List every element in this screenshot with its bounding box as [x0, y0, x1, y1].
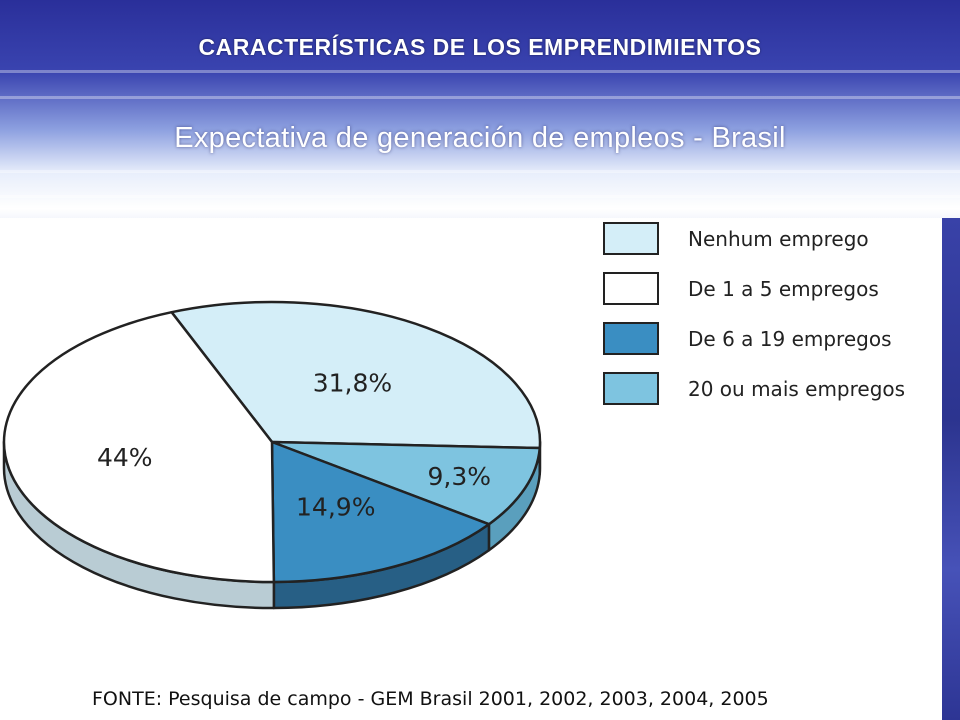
pie-slice: [270, 440, 491, 584]
legend-label: De 6 a 19 empregos: [688, 327, 892, 351]
pie-slice-label: 9,3%: [428, 462, 492, 491]
pie-chart: 31,8% 9,3% 14,9% 44%: [2, 300, 542, 610]
legend-item: De 1 a 5 empregos: [603, 272, 943, 308]
legend-label: Nenhum emprego: [688, 227, 869, 251]
pie-slice: [270, 440, 541, 526]
legend-item: Nenhum emprego: [603, 222, 943, 258]
pie-slice: [170, 300, 542, 450]
pie-slice-label: 44%: [97, 443, 153, 472]
chart-panel: 31,8% 9,3% 14,9% 44% Nenhum emprego De 1 a 5…: [0, 218, 942, 720]
legend-item: De 6 a 19 empregos: [603, 322, 943, 358]
slide-header: CARACTERÍSTICAS DE LOS EMPRENDIMIENTOS E…: [0, 0, 960, 218]
legend-swatch: [603, 222, 659, 255]
pie-slice-label: 31,8%: [313, 369, 392, 398]
header-streak: [0, 195, 960, 198]
pie-slice: [2, 310, 276, 584]
header-streak: [0, 170, 960, 173]
slide-title: CARACTERÍSTICAS DE LOS EMPRENDIMIENTOS: [198, 34, 762, 60]
pie-slices: [2, 300, 542, 584]
header-streak: [0, 96, 960, 99]
pie-slice-label: 14,9%: [296, 493, 375, 522]
legend-swatch: [603, 322, 659, 355]
slide-background-strip: [942, 218, 960, 720]
header-streak: [0, 70, 960, 73]
legend-swatch: [603, 272, 659, 305]
legend-swatch: [603, 372, 659, 405]
slide-subtitle: Expectativa de generación de empleos - B…: [174, 122, 786, 154]
legend-label: 20 ou mais empregos: [688, 377, 906, 401]
legend-label: De 1 a 5 empregos: [688, 277, 879, 301]
legend-item: 20 ou mais empregos: [603, 372, 943, 408]
chart-source-note: FONTE: Pesquisa de campo - GEM Brasil 20…: [92, 688, 769, 710]
